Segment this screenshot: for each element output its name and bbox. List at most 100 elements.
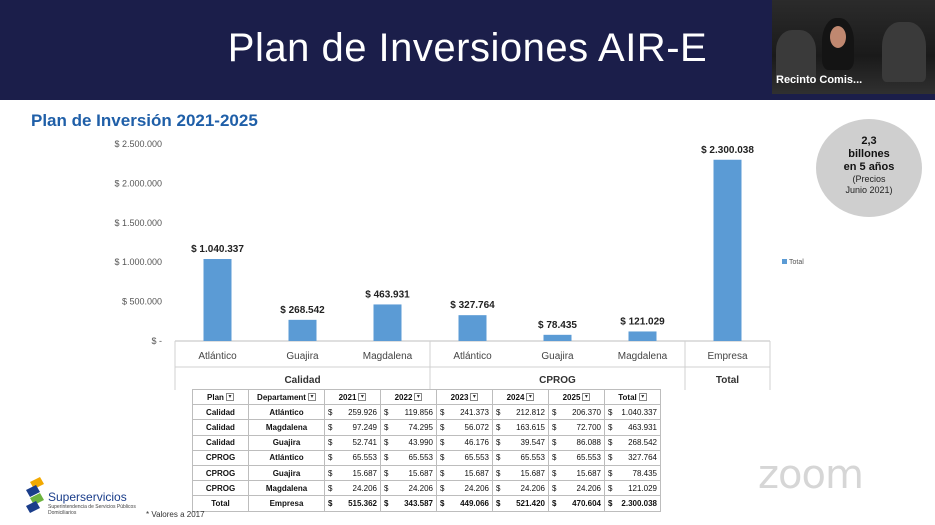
- currency-cell: $: [548, 495, 561, 512]
- data-label: $ 463.931: [365, 289, 410, 300]
- currency-cell: $: [380, 449, 393, 466]
- currency-cell: $: [380, 419, 393, 436]
- value-cell: 121.029: [616, 480, 661, 497]
- currency-cell: $: [324, 404, 337, 421]
- filter-dropdown-icon: ▾: [470, 393, 479, 402]
- currency-cell: $: [604, 480, 617, 497]
- filter-dropdown-icon: ▾: [526, 393, 535, 402]
- currency-cell: $: [324, 419, 337, 436]
- header-2022[interactable]: 2022 ▾: [380, 388, 437, 406]
- participant-video-tile[interactable]: Recinto Comis...: [772, 0, 935, 94]
- currency-cell: $: [604, 419, 617, 436]
- department-cell: Magdalena: [248, 480, 325, 497]
- y-tick-label: $ 2.000.000: [114, 178, 162, 188]
- value-cell: 24.206: [560, 480, 605, 497]
- value-cell: 24.206: [336, 480, 381, 497]
- header-2023[interactable]: 2023 ▾: [436, 388, 493, 406]
- currency-cell: $: [604, 434, 617, 451]
- value-cell: 163.615: [504, 419, 549, 436]
- filter-dropdown-icon: ▾: [225, 393, 234, 402]
- value-cell: 97.249: [336, 419, 381, 436]
- table-row: Calidad Atlántico $259.926 $119.856 $241.373…: [192, 404, 661, 421]
- y-tick-label: $ 1.000.000: [114, 257, 162, 267]
- header-2021[interactable]: 2021 ▾: [324, 388, 381, 406]
- legend-label: Total: [789, 259, 804, 266]
- value-cell: 65.553: [336, 449, 381, 466]
- y-tick-label: $ -: [151, 336, 162, 346]
- bar: [288, 319, 317, 341]
- value-cell: 56.072: [448, 419, 493, 436]
- value-cell: 268.542: [616, 434, 661, 451]
- department-cell: Guajira: [248, 434, 325, 451]
- data-label: $ 78.435: [538, 320, 577, 331]
- value-cell: 78.435: [616, 464, 661, 482]
- legend: Total: [782, 259, 804, 266]
- currency-cell: $: [436, 449, 449, 466]
- chair-shape: [776, 30, 816, 80]
- data-label: $ 2.300.038: [701, 145, 754, 156]
- value-cell: 24.206: [392, 480, 437, 497]
- currency-cell: $: [604, 495, 617, 512]
- footnote: * Valores a 2017: [146, 510, 205, 519]
- bar-chart: $ - $ 500.000 $ 1.000.000 $ 1.500.000 $ 2.00…: [114, 139, 804, 390]
- group-label: CPROG: [539, 375, 576, 386]
- value-cell: 74.295: [392, 419, 437, 436]
- plan-cell: Calidad: [192, 434, 249, 451]
- header-2025[interactable]: 2025 ▾: [548, 388, 605, 406]
- y-tick-label: $ 500.000: [122, 297, 162, 307]
- value-cell: 15.687: [448, 464, 493, 482]
- currency-cell: $: [604, 449, 617, 466]
- category-label: Guajira: [541, 351, 574, 362]
- currency-cell: $: [492, 434, 505, 451]
- table-row: CPROG Guajira $15.687 $15.687 $15.687 $15.687…: [192, 464, 661, 482]
- value-cell: 206.370: [560, 404, 605, 421]
- plan-cell: CPROG: [192, 480, 249, 497]
- group-label: Total: [716, 375, 739, 386]
- currency-cell: $: [436, 495, 449, 512]
- category-label: Magdalena: [363, 351, 413, 362]
- value-cell: 65.553: [448, 449, 493, 466]
- currency-cell: $: [380, 480, 393, 497]
- currency-cell: $: [436, 404, 449, 421]
- currency-cell: $: [324, 495, 337, 512]
- value-cell: 327.764: [616, 449, 661, 466]
- group-label: Calidad: [284, 375, 320, 386]
- currency-cell: $: [436, 464, 449, 482]
- bar: [713, 159, 742, 341]
- header-2024[interactable]: 2024 ▾: [492, 388, 549, 406]
- header-plan[interactable]: Plan ▾: [192, 388, 249, 406]
- header-total[interactable]: Total ▾: [604, 388, 661, 406]
- currency-cell: $: [380, 495, 393, 512]
- value-cell: 15.687: [504, 464, 549, 482]
- department-cell: Magdalena: [248, 419, 325, 436]
- y-tick-label: $ 1.500.000: [114, 218, 162, 228]
- bar: [373, 304, 402, 341]
- data-label: $ 121.029: [620, 316, 665, 327]
- value-cell: 39.547: [504, 434, 549, 451]
- value-cell: 212.812: [504, 404, 549, 421]
- slide-title: Plan de Inversiones AIR-E: [227, 26, 708, 70]
- value-cell: 259.926: [336, 404, 381, 421]
- y-tick-label: $ 2.500.000: [114, 139, 162, 149]
- currency-cell: $: [492, 464, 505, 482]
- table-header-row: Plan ▾ Departament ▾ 2021 ▾ 2022 ▾ 2023 ▾ 202…: [192, 388, 661, 406]
- filter-dropdown-icon: ▾: [358, 393, 367, 402]
- slide-content: Plan de Inversión 2021-2025 $ - $ 500.000…: [0, 100, 935, 525]
- currency-cell: $: [604, 464, 617, 482]
- value-cell: 449.066: [448, 495, 493, 512]
- value-cell: 43.990: [392, 434, 437, 451]
- value-cell: 86.088: [560, 434, 605, 451]
- category-label: Empresa: [707, 351, 747, 362]
- header-departamento[interactable]: Departament ▾: [248, 388, 325, 406]
- currency-cell: $: [492, 449, 505, 466]
- bar: [203, 259, 232, 341]
- logo-name: Superservicios: [48, 490, 127, 504]
- value-cell: 24.206: [504, 480, 549, 497]
- table-row: CPROG Magdalena $24.206 $24.206 $24.206 $24.2…: [192, 480, 661, 497]
- currency-cell: $: [436, 419, 449, 436]
- value-cell: 470.604: [560, 495, 605, 512]
- plan-cell: CPROG: [192, 449, 249, 466]
- currency-cell: $: [380, 434, 393, 451]
- filter-dropdown-icon: ▾: [414, 393, 423, 402]
- plan-cell: Total: [192, 495, 249, 512]
